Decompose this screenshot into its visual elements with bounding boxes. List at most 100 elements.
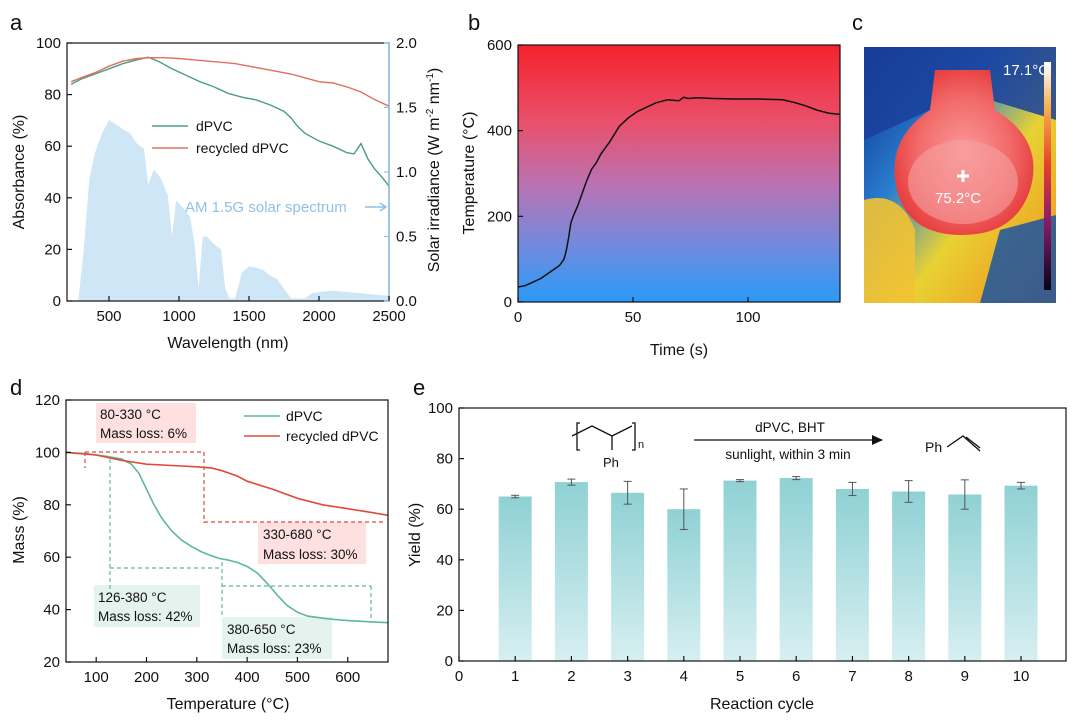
- x-tick-label: 100: [84, 669, 109, 686]
- y-tick-label: 60: [43, 549, 60, 566]
- annotation-loss-2: Mass loss: 30%: [263, 547, 358, 562]
- annotation-box-4: [222, 617, 332, 659]
- bar-cycle-1: [498, 496, 532, 661]
- bar-cycle-7: [835, 489, 869, 661]
- annotation-range-2: 330-680 °C: [263, 527, 332, 542]
- x-tick-label: 9: [961, 668, 969, 685]
- product-ph: Ph: [925, 439, 942, 455]
- y2-tick-label: 1.0: [396, 164, 417, 181]
- error-bar-cycle-7: [848, 481, 857, 497]
- annotation-range-1: 80-330 °C: [100, 407, 161, 422]
- legend-label-dpvc: dPVC: [286, 408, 323, 424]
- annotation-range-3: 126-380 °C: [98, 590, 167, 605]
- y-tick-label: 60: [436, 501, 453, 518]
- solar-spectrum-area: [78, 120, 389, 301]
- x-tick-label: 1000: [162, 308, 195, 325]
- error-bar-cycle-2: [567, 478, 576, 486]
- x-tick-label: 10: [1013, 668, 1030, 685]
- panel-b-temperature-chart: 0 50 100 0 200 400 600 Time (s) Temperature (…: [461, 37, 841, 359]
- y2-tick-label: 2.0: [396, 35, 417, 52]
- annotation-loss-1: Mass loss: 6%: [100, 426, 187, 441]
- x-tick-label: 8: [904, 668, 912, 685]
- thermal-cool-region: [980, 215, 1056, 303]
- panel-label-c: c: [852, 10, 863, 35]
- x-axis-label: Time (s): [650, 342, 708, 359]
- x-tick-label: 2500: [372, 308, 405, 325]
- recycled-dpvc-absorbance-line: [70, 57, 389, 107]
- x-axis-ticks: 100 200 300 400 500 600: [84, 657, 360, 686]
- x-tick-label: 500: [96, 308, 121, 325]
- y-tick-label: 80: [436, 451, 453, 468]
- y-tick-label: 0: [445, 653, 453, 670]
- bar-cycle-2: [554, 482, 588, 661]
- y-tick-label: 0: [504, 294, 512, 311]
- bar-cycle-8: [892, 491, 926, 661]
- y2-tick-label: 0.0: [396, 293, 417, 310]
- y-axis-ticks: 20 40 60 80 100 120: [35, 392, 71, 671]
- panel-e-yield-chart: 0 1 2 3 4 5 6 7 8 9 10 0 20 40 60 80 100 Reaction cycle…: [407, 400, 1067, 713]
- vinyl-group: [946, 435, 981, 452]
- error-bar-cycle-8: [904, 480, 913, 503]
- x-tick-label: 2000: [302, 308, 335, 325]
- bar-cycle-10: [1004, 485, 1038, 661]
- crosshair-icon: [957, 170, 969, 182]
- y-axis-ticks: 0 20 40 60 80 100: [36, 35, 72, 310]
- y-tick-label: 100: [35, 444, 60, 461]
- y-tick-label: 60: [44, 138, 61, 155]
- annotation-range-4: 380-650 °C: [227, 622, 296, 637]
- legend-label-recycled-dpvc: recycled dPVC: [196, 140, 289, 156]
- dpvc-absorbance-line: [70, 56, 389, 187]
- x-tick-label: 0: [455, 668, 463, 685]
- plot-frame: [65, 399, 389, 663]
- x-tick-label: 100: [735, 309, 760, 326]
- y-tick-label: 40: [43, 602, 60, 619]
- guide-lines: [84, 451, 386, 620]
- temperature-background: [518, 45, 840, 302]
- x-tick-label: 1: [511, 668, 519, 685]
- legend-label-recycled-dpvc: recycled dPVC: [286, 428, 379, 444]
- panel-label-e: e: [413, 375, 425, 400]
- x-tick-label: 7: [848, 668, 856, 685]
- panel-c-thermal-image: 75.2°C 17.1°C: [864, 47, 1056, 303]
- y-axis-label: Temperature (°C): [461, 112, 478, 235]
- y-axis-label: Absorbance (%): [11, 115, 28, 230]
- x-tick-label: 0: [514, 309, 522, 326]
- error-bar-cycle-6: [792, 476, 801, 481]
- y-axis-label: Yield (%): [407, 503, 424, 567]
- y-tick-label: 80: [44, 87, 61, 104]
- x-tick-label: 50: [625, 309, 642, 326]
- x-tick-label: 1500: [232, 308, 265, 325]
- y-tick-label: 0: [53, 293, 61, 310]
- panel-a-absorbance-chart: 500 1000 1500 2000 2500 0 20 40 60 80 100 0.0 0.5 1…: [11, 35, 443, 352]
- x-axis-label: Wavelength (nm): [167, 335, 288, 352]
- thermal-warm-region: [864, 198, 915, 303]
- x-tick-label: 500: [285, 669, 310, 686]
- x-tick-label: 2: [567, 668, 575, 685]
- error-bar-cycle-5: [736, 479, 745, 483]
- arrow-right-icon: [365, 202, 388, 212]
- y-tick-label: 20: [43, 654, 60, 671]
- yield-bars: [498, 478, 1038, 661]
- y-axis-ticks: 0 20 40 60 80 100: [428, 400, 464, 670]
- substituent-ph: Ph: [603, 455, 619, 470]
- x-axis-ticks: 500 1000 1500 2000 2500: [96, 296, 406, 325]
- y2-axis-ticks: 0.0 0.5 1.0 1.5 2.0: [384, 35, 417, 310]
- error-bar-cycle-4: [679, 488, 688, 530]
- x-tick-label: 4: [680, 668, 688, 685]
- x-axis-label: Temperature (°C): [167, 696, 290, 713]
- bar-cycle-5: [723, 480, 757, 661]
- x-tick-label: 3: [623, 668, 631, 685]
- y-axis-ticks: 0 200 400 600: [487, 37, 523, 311]
- y-tick-label: 200: [487, 208, 512, 225]
- arrow-head-icon: [872, 435, 883, 445]
- y-axis-label: Mass (%): [11, 496, 28, 564]
- error-bar-cycle-10: [1017, 481, 1026, 490]
- y-tick-label: 40: [44, 190, 61, 207]
- x-axis-label: Reaction cycle: [710, 696, 814, 713]
- max-temperature-reading: 17.1°C: [1003, 62, 1049, 79]
- error-bar-cycle-1: [511, 494, 520, 499]
- annotation-box-1: [96, 403, 196, 443]
- y2-tick-label: 1.5: [396, 100, 417, 117]
- x-axis-ticks: 0 50 100: [514, 297, 761, 326]
